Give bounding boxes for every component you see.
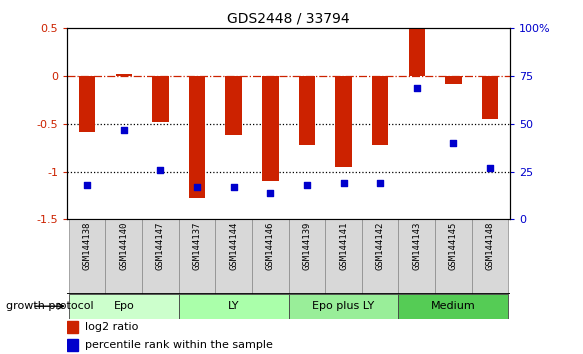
Text: LY: LY <box>228 301 240 311</box>
FancyBboxPatch shape <box>142 219 179 294</box>
Title: GDS2448 / 33794: GDS2448 / 33794 <box>227 12 350 26</box>
Text: GSM144147: GSM144147 <box>156 222 165 270</box>
Point <box>412 85 422 90</box>
Bar <box>372 76 388 145</box>
Text: GSM144138: GSM144138 <box>83 222 92 270</box>
Text: percentile rank within the sample: percentile rank within the sample <box>85 340 273 350</box>
Bar <box>482 76 498 119</box>
Bar <box>335 76 352 167</box>
Bar <box>298 76 315 145</box>
FancyBboxPatch shape <box>179 219 215 294</box>
FancyBboxPatch shape <box>398 219 435 294</box>
Text: GSM144142: GSM144142 <box>375 222 385 270</box>
Text: Medium: Medium <box>431 301 476 311</box>
Point <box>119 127 128 132</box>
Text: GSM144143: GSM144143 <box>412 222 422 270</box>
Text: GSM144148: GSM144148 <box>486 222 494 270</box>
Bar <box>262 76 279 181</box>
Text: GSM144140: GSM144140 <box>120 222 128 270</box>
Text: Epo: Epo <box>114 301 134 311</box>
Point <box>375 180 385 186</box>
Point <box>156 167 165 173</box>
FancyBboxPatch shape <box>289 294 398 319</box>
FancyBboxPatch shape <box>215 219 252 294</box>
Point <box>485 165 494 171</box>
Bar <box>67 339 78 351</box>
FancyBboxPatch shape <box>435 219 472 294</box>
Text: GSM144146: GSM144146 <box>266 222 275 270</box>
FancyBboxPatch shape <box>289 219 325 294</box>
Point <box>229 184 238 190</box>
Text: GSM144141: GSM144141 <box>339 222 348 270</box>
FancyBboxPatch shape <box>69 294 179 319</box>
FancyBboxPatch shape <box>179 294 289 319</box>
FancyBboxPatch shape <box>398 294 508 319</box>
FancyBboxPatch shape <box>325 219 362 294</box>
Point <box>266 190 275 195</box>
Point <box>83 182 92 188</box>
Point <box>302 182 311 188</box>
Text: GSM144144: GSM144144 <box>229 222 238 270</box>
Bar <box>226 76 242 135</box>
Text: log2 ratio: log2 ratio <box>85 322 138 332</box>
FancyBboxPatch shape <box>69 219 106 294</box>
Bar <box>409 28 425 76</box>
Bar <box>115 74 132 76</box>
Text: Epo plus LY: Epo plus LY <box>312 301 375 311</box>
FancyBboxPatch shape <box>362 219 398 294</box>
Text: GSM144139: GSM144139 <box>303 222 311 270</box>
Bar <box>445 76 462 84</box>
Point <box>449 140 458 146</box>
FancyBboxPatch shape <box>252 219 289 294</box>
Point <box>192 184 202 190</box>
Text: GSM144137: GSM144137 <box>192 222 202 270</box>
Bar <box>79 76 96 132</box>
Text: growth protocol: growth protocol <box>6 301 93 311</box>
Bar <box>67 321 78 333</box>
Bar <box>152 76 168 122</box>
FancyBboxPatch shape <box>472 219 508 294</box>
FancyBboxPatch shape <box>106 219 142 294</box>
Bar <box>189 76 205 199</box>
Text: GSM144145: GSM144145 <box>449 222 458 270</box>
Point <box>339 180 348 186</box>
